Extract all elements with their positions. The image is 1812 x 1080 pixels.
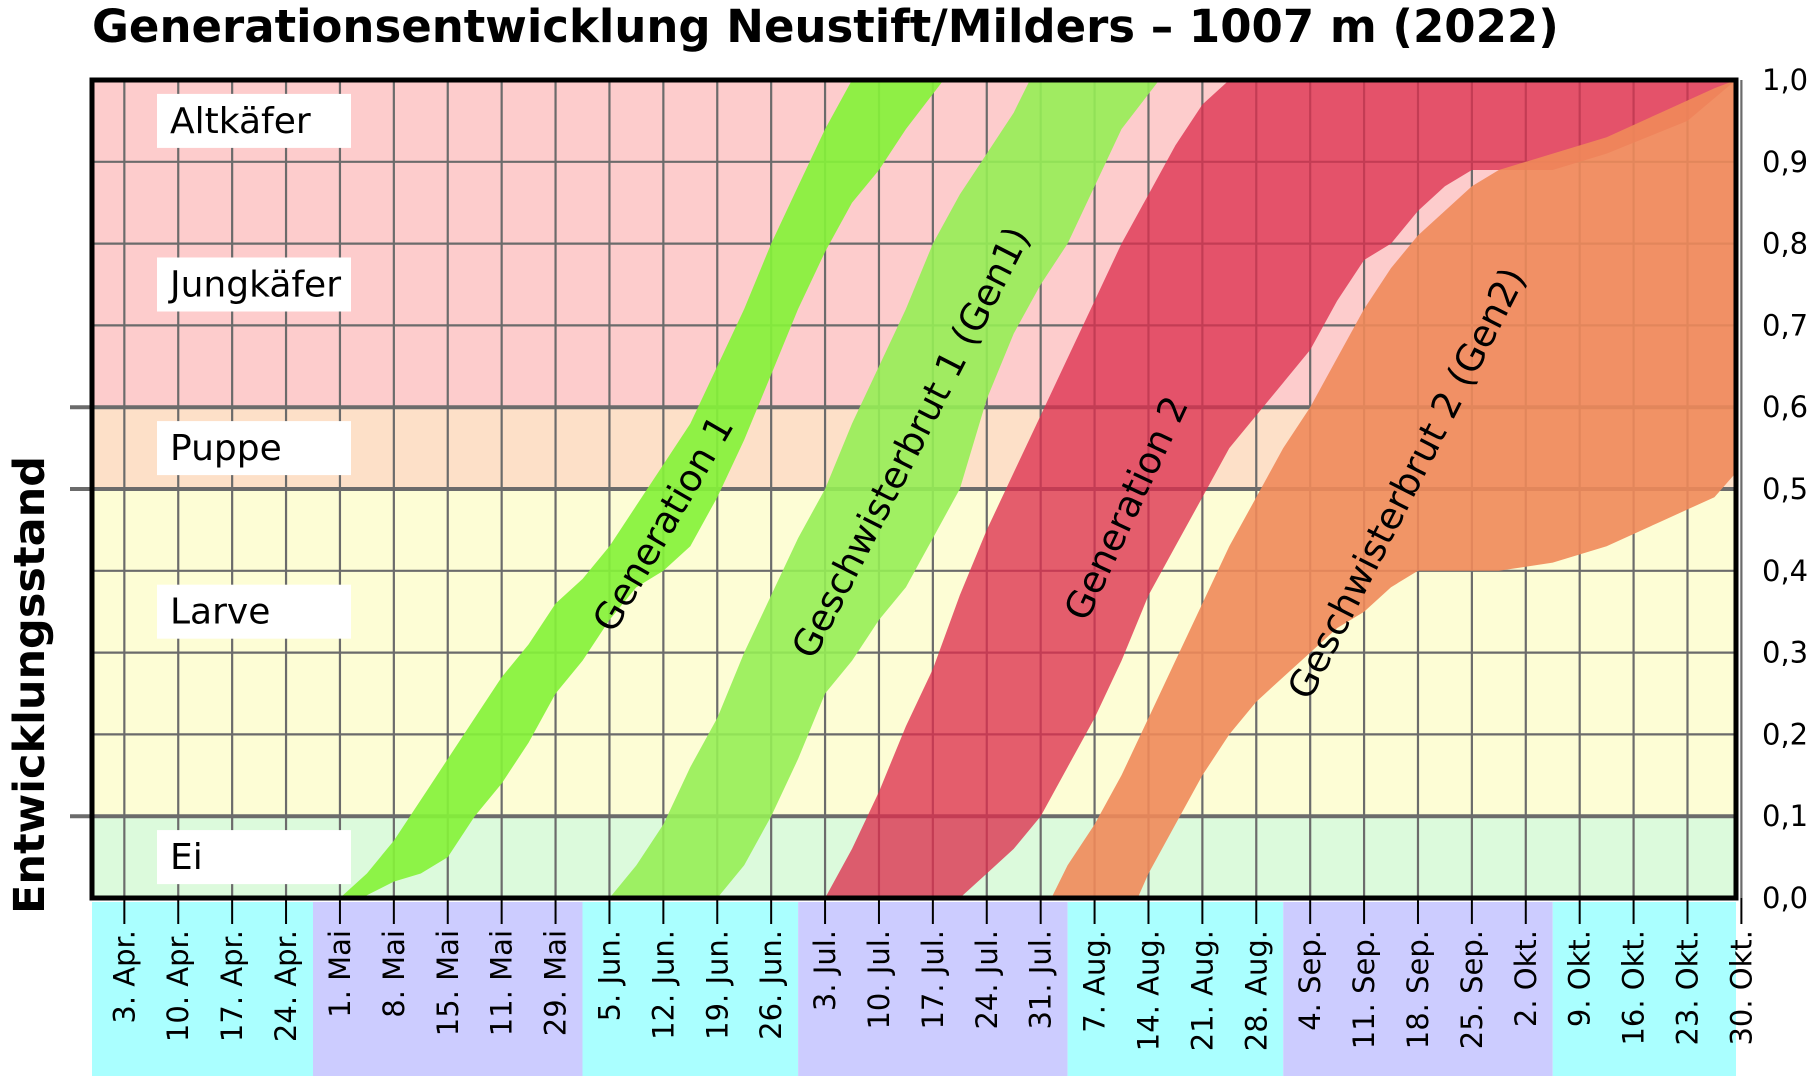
y-tick-label: 0,0 xyxy=(1762,881,1808,915)
x-tick-label: 12. Jun. xyxy=(646,930,680,1040)
month-band-0 xyxy=(92,902,313,1076)
y-tick-label: 0,2 xyxy=(1762,717,1808,751)
y-tick-label: 0,5 xyxy=(1762,472,1808,506)
x-tick-label: 28. Aug. xyxy=(1239,930,1273,1051)
x-tick-label: 24. Apr. xyxy=(269,930,303,1042)
x-tick-label: 3. Apr. xyxy=(107,930,141,1024)
y-tick-label: 0,4 xyxy=(1762,554,1808,588)
stage-label: Puppe xyxy=(170,428,282,469)
stage-label-box xyxy=(157,584,351,639)
series-bands xyxy=(339,80,1736,898)
x-tick-label: 9. Okt. xyxy=(1563,930,1597,1027)
plot-border xyxy=(89,77,1739,901)
x-tick-label: 11. Sep. xyxy=(1347,930,1381,1049)
series-band-1 xyxy=(609,80,1160,898)
x-tick-label: 30. Okt. xyxy=(1724,930,1758,1046)
x-tick-label: 18. Sep. xyxy=(1401,930,1435,1049)
y-tick-label: 0,6 xyxy=(1762,390,1808,424)
month-band-2 xyxy=(582,902,799,1076)
stage-label-box xyxy=(157,257,351,312)
chart-title: Generationsentwicklung Neustift/Milders … xyxy=(92,0,1559,53)
stage-label-box xyxy=(157,830,351,885)
month-band-6 xyxy=(1552,902,1736,1076)
series-band-2 xyxy=(825,80,1736,898)
y-tick-label: 0,7 xyxy=(1762,308,1808,342)
x-axis: 3. Apr. 10. Apr. 17. Apr. 24. Apr. 1. Mai 8. … xyxy=(92,898,1758,1076)
y-tick-label: 1,0 xyxy=(1762,63,1808,97)
x-tick-label: 21. Aug. xyxy=(1185,930,1219,1051)
stage-label-box xyxy=(157,93,351,148)
y-tick-label: 0,1 xyxy=(1762,799,1808,833)
x-tick-label: 25. Sep. xyxy=(1455,930,1489,1049)
x-tick-label: 1. Mai xyxy=(323,930,357,1018)
x-tick-label: 19. Jun. xyxy=(700,930,734,1040)
stage-label: Ei xyxy=(170,837,203,878)
x-tick-label: 16. Okt. xyxy=(1617,930,1651,1046)
x-tick-label: 8. Mai xyxy=(377,930,411,1018)
series-band-0 xyxy=(339,80,944,898)
stage-label: Jungkäfer xyxy=(168,265,341,306)
stage-label: Altkäfer xyxy=(170,101,311,142)
x-tick-label: 10. Apr. xyxy=(161,930,195,1042)
plot-frame xyxy=(89,77,1739,901)
stage-label-box xyxy=(157,421,351,476)
x-tick-label: 14. Aug. xyxy=(1132,930,1166,1051)
x-tick-label: 3. Jul. xyxy=(808,930,842,1011)
y-tick-label: 0,9 xyxy=(1762,145,1808,179)
y-tick-label: 0,3 xyxy=(1762,636,1808,670)
x-tick-label: 2. Okt. xyxy=(1509,930,1543,1027)
y-tick-label: 0,8 xyxy=(1762,227,1808,261)
x-tick-label: 10. Jul. xyxy=(862,930,896,1030)
series-band-3 xyxy=(1051,80,1736,898)
x-tick-label: 5. Jun. xyxy=(593,930,627,1021)
x-tick-label: 24. Jul. xyxy=(970,930,1004,1030)
x-tick-label: 23. Okt. xyxy=(1671,930,1705,1046)
x-tick-label: 4. Sep. xyxy=(1293,930,1327,1031)
month-band-4 xyxy=(1067,902,1284,1076)
x-tick-label: 15. Mai xyxy=(431,930,465,1036)
y-axis-label: Entwicklungsstand xyxy=(5,456,55,914)
month-band-1 xyxy=(312,902,583,1076)
stage-label: Larve xyxy=(170,592,270,633)
x-tick-label: 26. Jun. xyxy=(754,930,788,1040)
month-band-3 xyxy=(798,902,1068,1076)
x-tick-label: 11. Mai xyxy=(485,930,519,1036)
x-tick-label: 17. Apr. xyxy=(215,930,249,1042)
month-band-5 xyxy=(1283,902,1553,1076)
x-tick-label: 29. Mai xyxy=(539,930,573,1036)
x-tick-label: 7. Aug. xyxy=(1078,930,1112,1033)
y-axis-ticks: 0,0 0,1 0,2 0,3 0,4 0,5 0,6 0,7 0,8 0,9 1,0 xyxy=(1762,63,1808,915)
x-tick-label: 17. Jul. xyxy=(916,930,950,1030)
stage-labels: Altkäfer Jungkäfer Puppe Larve Ei xyxy=(157,93,351,885)
x-tick-label: 31. Jul. xyxy=(1024,930,1058,1030)
